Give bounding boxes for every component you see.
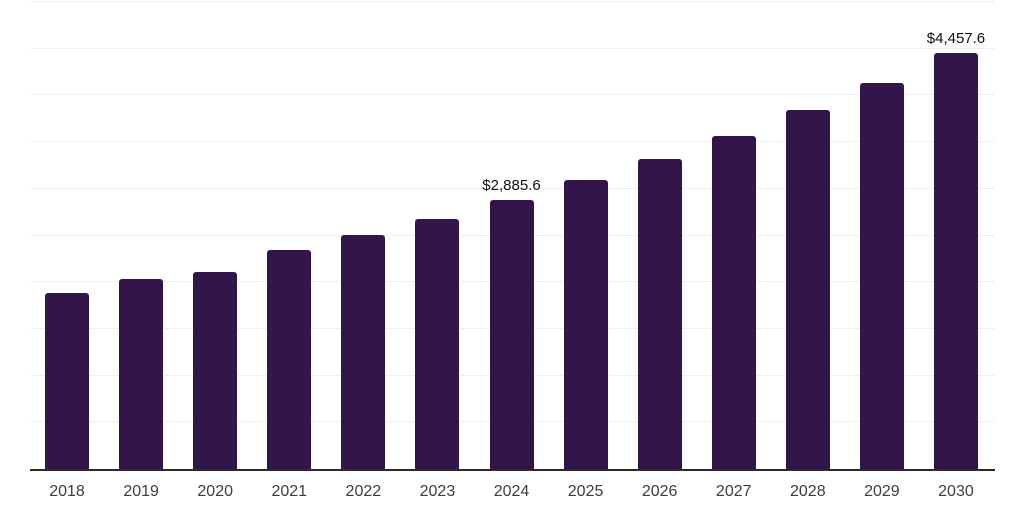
- x-tick-label-2030: 2030: [938, 483, 974, 500]
- x-tick-label-2029: 2029: [864, 483, 900, 500]
- x-tick-label-2023: 2023: [419, 483, 456, 500]
- bar-2029: [859, 83, 904, 469]
- x-axis-line: [30, 469, 995, 471]
- bar-2022: [341, 234, 386, 469]
- bar-2027: [711, 136, 756, 469]
- bar-value-label-2024: $2,885.6: [482, 176, 541, 194]
- bar-2024: [489, 199, 534, 469]
- bar-2018: [45, 292, 90, 469]
- x-tick-label-2024: 2024: [493, 483, 530, 500]
- x-tick-label-2018: 2018: [49, 483, 85, 500]
- gridline-3500: [30, 141, 995, 143]
- gridline-3000: [30, 187, 995, 189]
- gridline-5000: [30, 1, 995, 2]
- x-tick-label-2026: 2026: [641, 483, 678, 500]
- bar-2026: [637, 159, 682, 469]
- bar-value-label-2030: $4,457.6: [926, 29, 986, 47]
- bar-2020: [193, 271, 238, 469]
- x-tick-label-2021: 2021: [271, 483, 308, 500]
- x-tick-label-2022: 2022: [345, 483, 382, 500]
- bar-2030: [933, 52, 978, 469]
- x-tick-label-2025: 2025: [567, 483, 604, 500]
- x-tick-label-2020: 2020: [197, 483, 233, 500]
- gridline-4000: [30, 94, 995, 96]
- bar-2028: [785, 110, 830, 469]
- bar-2021: [267, 250, 312, 469]
- x-tick-label-2019: 2019: [123, 483, 159, 500]
- gridline-4500: [30, 47, 995, 49]
- bar-2019: [119, 279, 164, 469]
- x-tick-label-2028: 2028: [790, 483, 826, 500]
- bar-2023: [415, 219, 460, 469]
- bar-2025: [563, 180, 608, 469]
- bars-container: $2,885.6 $4,457.6: [30, 2, 993, 469]
- x-tick-label-2027: 2027: [715, 483, 752, 500]
